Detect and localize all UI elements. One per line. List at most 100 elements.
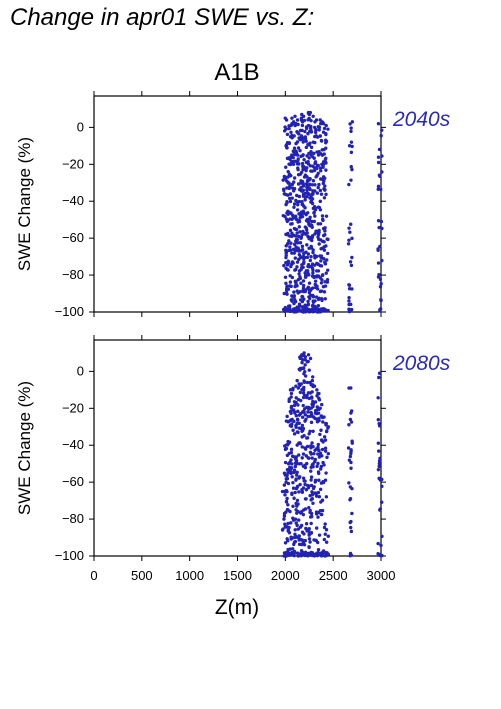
data-point <box>309 478 313 482</box>
data-point <box>310 493 315 497</box>
data-point <box>320 402 324 407</box>
data-point <box>285 145 289 150</box>
data-point <box>315 464 319 469</box>
data-point <box>296 551 300 555</box>
data-point <box>313 160 318 164</box>
data-point <box>380 128 384 132</box>
data-point <box>349 126 353 130</box>
data-point <box>292 542 296 547</box>
data-point <box>288 199 293 204</box>
data-point <box>308 196 312 200</box>
data-point <box>297 426 301 430</box>
data-point <box>299 461 303 466</box>
data-point <box>348 554 352 558</box>
data-point <box>309 219 314 224</box>
data-point <box>302 532 306 536</box>
data-point <box>377 421 381 426</box>
data-point <box>303 479 307 483</box>
data-point <box>308 182 312 187</box>
data-point <box>287 525 291 530</box>
data-point <box>290 491 294 495</box>
data-point <box>289 173 293 178</box>
data-point <box>319 500 323 504</box>
data-point <box>322 257 326 261</box>
data-point <box>304 168 308 173</box>
data-point <box>306 486 311 490</box>
data-point <box>306 410 310 414</box>
data-point <box>317 242 321 246</box>
data-point <box>324 123 328 128</box>
data-point <box>294 473 299 477</box>
data-point <box>298 276 303 281</box>
data-point <box>348 454 353 459</box>
data-point <box>298 475 302 479</box>
data-point <box>316 442 320 447</box>
data-point <box>349 165 353 169</box>
data-point <box>302 297 306 301</box>
data-point <box>311 375 315 379</box>
data-point <box>323 446 328 450</box>
data-point <box>294 141 298 146</box>
data-point <box>311 179 316 183</box>
data-point <box>292 496 296 500</box>
data-point <box>296 409 300 414</box>
data-point <box>316 515 320 519</box>
data-point <box>288 245 292 249</box>
data-point <box>283 541 288 545</box>
data-point <box>309 483 314 488</box>
data-point <box>295 484 300 489</box>
data-point <box>287 181 291 185</box>
data-point <box>292 202 297 206</box>
data-point <box>377 225 381 230</box>
data-point <box>303 550 308 555</box>
data-point <box>296 403 300 407</box>
data-point <box>285 414 289 419</box>
data-point <box>288 248 293 252</box>
period-label: 2040s <box>392 108 451 131</box>
data-point <box>316 269 321 273</box>
data-point <box>316 163 320 168</box>
data-point <box>347 283 352 287</box>
data-point <box>321 549 326 553</box>
data-point <box>323 229 327 233</box>
data-point <box>322 290 327 294</box>
data-point <box>293 490 297 495</box>
x-tick-label: 3000 <box>367 568 396 583</box>
data-point <box>296 146 301 150</box>
data-point <box>283 305 287 310</box>
data-point <box>325 455 329 460</box>
data-point <box>309 452 313 456</box>
data-point <box>310 223 314 228</box>
data-point <box>307 156 311 160</box>
data-point <box>298 441 303 446</box>
data-point <box>303 463 307 468</box>
data-point <box>283 275 288 279</box>
data-point <box>322 196 327 200</box>
data-point <box>311 429 315 433</box>
data-point <box>297 199 302 204</box>
data-point <box>293 539 298 544</box>
data-point <box>324 141 328 145</box>
data-point <box>298 289 303 294</box>
data-point <box>288 509 292 514</box>
data-point <box>302 385 306 390</box>
y-tick-label: 0 <box>77 363 84 378</box>
y-tick-label: −40 <box>62 193 84 208</box>
data-point <box>292 122 297 126</box>
data-point <box>304 250 308 254</box>
data-point <box>310 441 314 445</box>
data-point <box>349 222 353 226</box>
data-point <box>320 415 325 420</box>
data-point <box>316 470 321 474</box>
data-point <box>288 388 293 392</box>
data-point <box>317 391 321 396</box>
data-point <box>350 236 354 241</box>
data-point <box>348 230 352 234</box>
data-point <box>348 520 352 525</box>
data-point <box>319 464 324 469</box>
data-point <box>313 279 318 283</box>
data-point <box>297 252 302 257</box>
data-point <box>306 359 310 364</box>
data-point <box>286 503 290 507</box>
data-point <box>299 281 303 285</box>
